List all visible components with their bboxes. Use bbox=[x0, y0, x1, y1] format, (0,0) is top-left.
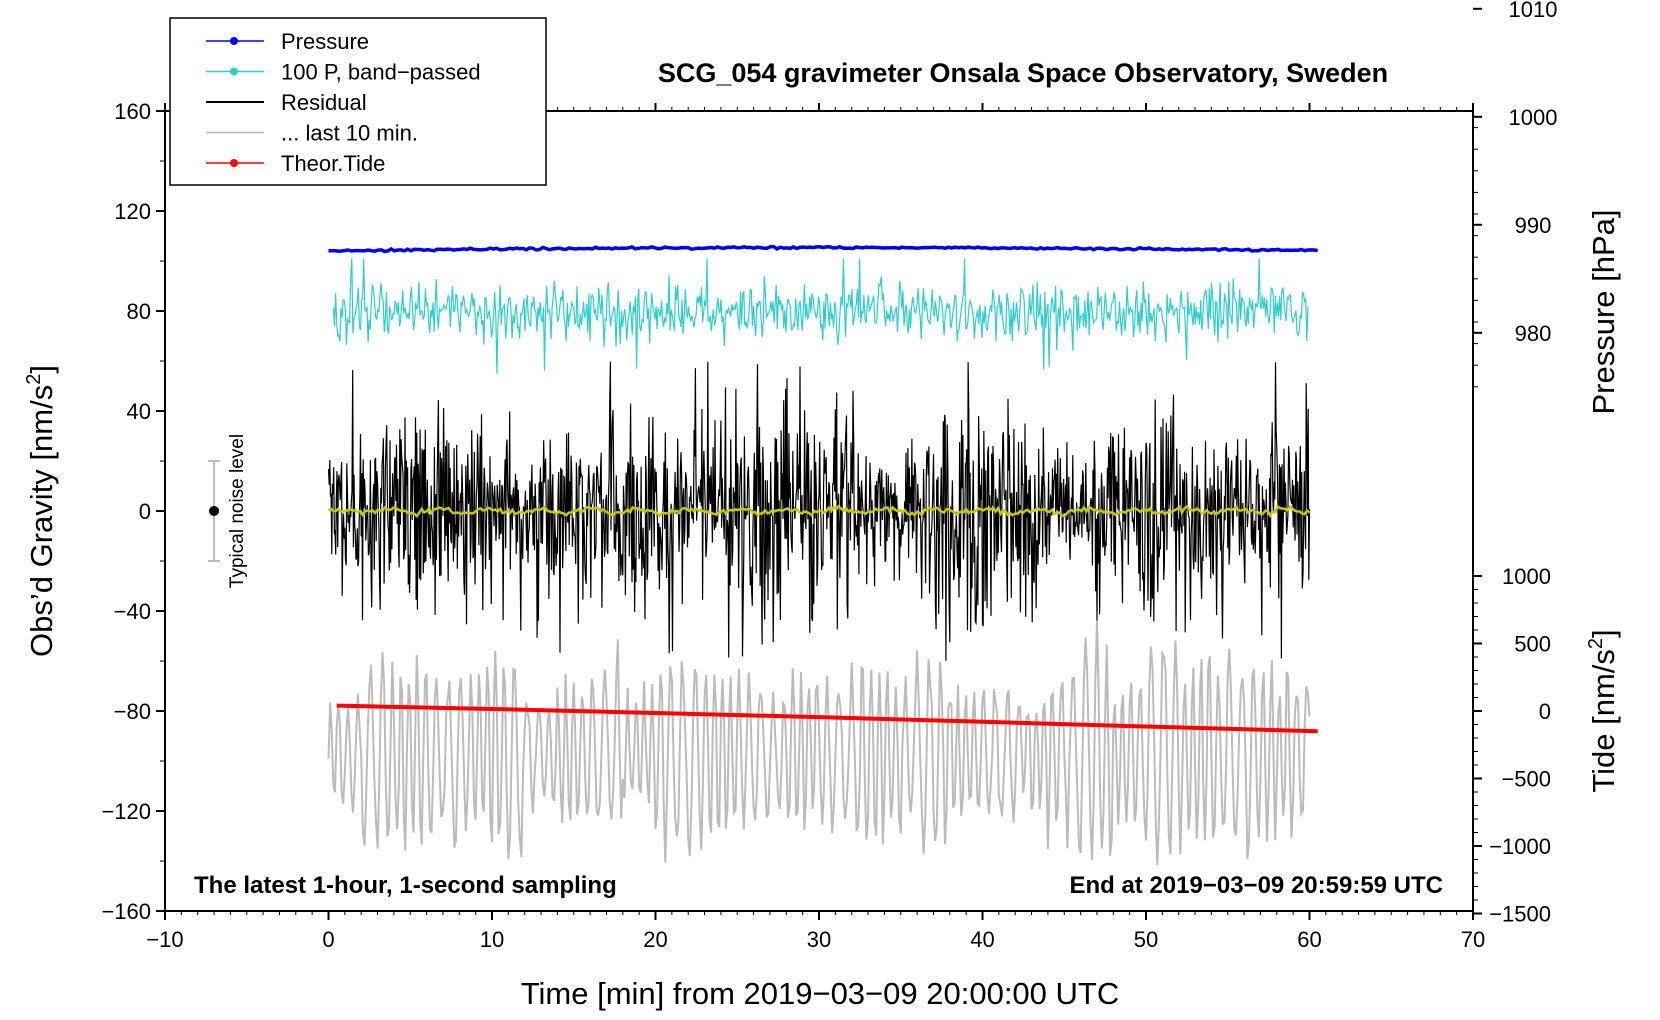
x-tick-label: 30 bbox=[807, 927, 831, 952]
noise-level-indicator: Typical noise level bbox=[208, 434, 248, 588]
tide-tick-label: 1000 bbox=[1502, 564, 1551, 589]
series-last-10-min bbox=[327, 620, 1311, 865]
noise-level-dot bbox=[209, 506, 220, 516]
pressure-tick-label: 980 bbox=[1515, 321, 1552, 346]
y-axis-label-pressure: Pressure [hPa] bbox=[1586, 209, 1621, 414]
y-tick-label-left: 120 bbox=[114, 199, 151, 224]
legend-label: Theor.Tide bbox=[281, 151, 385, 176]
series-pressure-bandpassed bbox=[332, 258, 1309, 374]
annotation-bottom-right: End at 2019−03−09 20:59:59 UTC bbox=[1069, 872, 1443, 899]
y-tick-label-left: −120 bbox=[101, 799, 151, 824]
legend-label: 100 P, band−passed bbox=[281, 60, 481, 85]
y-tick-label-left: −40 bbox=[114, 599, 151, 624]
series-pressure bbox=[328, 244, 1319, 254]
x-tick-label: 20 bbox=[643, 927, 667, 952]
y-tick-label-left: 80 bbox=[127, 299, 151, 324]
x-tick-label: 40 bbox=[970, 927, 994, 952]
y-axis-label-left: Obs’d Gravity [nm/s2] bbox=[23, 365, 59, 657]
x-axis-label: Time [min] from 2019−03−09 20:00:00 UTC bbox=[521, 976, 1120, 1011]
legend-label: ... last 10 min. bbox=[281, 121, 418, 146]
tide-tick-label: −1500 bbox=[1489, 902, 1551, 927]
series-residual-smoothed bbox=[327, 504, 1311, 518]
legend-swatch-marker bbox=[230, 159, 238, 167]
x-tick-label: 0 bbox=[322, 927, 334, 952]
legend-swatch-marker bbox=[230, 37, 238, 45]
pressure-tick-label: 1010 bbox=[1509, 0, 1558, 22]
legend: Pressure 100 P, band−passed Residual ... la… bbox=[169, 17, 547, 186]
tide-tick-label: 500 bbox=[1514, 632, 1551, 657]
chart-title: SCG_054 gravimeter Onsala Space Observat… bbox=[658, 58, 1388, 88]
pressure-tick-label: 990 bbox=[1515, 213, 1552, 238]
pressure-tick-label: 1000 bbox=[1509, 105, 1558, 130]
y-label-left-close: ] bbox=[24, 365, 59, 374]
y-tick-label-left: −80 bbox=[114, 699, 151, 724]
y-label-tide-close: ] bbox=[1586, 629, 1621, 638]
y-tick-label-left: 160 bbox=[114, 99, 151, 124]
x-tick-label: 50 bbox=[1134, 927, 1158, 952]
tide-tick-label: −1000 bbox=[1489, 834, 1551, 859]
legend-swatch-marker bbox=[230, 67, 238, 76]
series-layer bbox=[327, 244, 1319, 865]
x-tick-label: −10 bbox=[146, 927, 183, 952]
legend-items: Pressure 100 P, band−passed Residual ... la… bbox=[206, 29, 481, 176]
y-tick-label-left: 40 bbox=[127, 399, 151, 424]
tide-tick-label: 0 bbox=[1539, 699, 1551, 724]
y-tick-label-left: −160 bbox=[101, 899, 151, 924]
legend-label: Pressure bbox=[281, 29, 369, 54]
y-label-tide-main: Tide [nm/s bbox=[1586, 649, 1621, 793]
x-tick-label: 70 bbox=[1461, 927, 1485, 952]
ticks-layer: −10 0 10 20 30 40 50 60 70 160 120 80 40 0 −40 −80 −120 −… bbox=[101, 0, 1557, 952]
annotation-bottom-left: The latest 1-hour, 1-second sampling bbox=[194, 872, 617, 899]
series-residual bbox=[327, 361, 1311, 661]
noise-level-label: Typical noise level bbox=[227, 434, 248, 588]
y-label-left-sup: 2 bbox=[23, 374, 45, 385]
y-label-left-main: Obs’d Gravity [nm/s bbox=[24, 385, 59, 657]
y-tick-label-left: 0 bbox=[139, 499, 151, 524]
y-label-tide-sup: 2 bbox=[1585, 638, 1607, 649]
legend-label: Residual bbox=[281, 90, 367, 115]
y-axis-label-tide: Tide [nm/s2] bbox=[1585, 629, 1621, 792]
x-tick-label: 10 bbox=[480, 927, 504, 952]
series-theor-tide bbox=[336, 703, 1318, 734]
tide-tick-label: −500 bbox=[1501, 767, 1551, 792]
x-tick-label: 60 bbox=[1297, 927, 1321, 952]
